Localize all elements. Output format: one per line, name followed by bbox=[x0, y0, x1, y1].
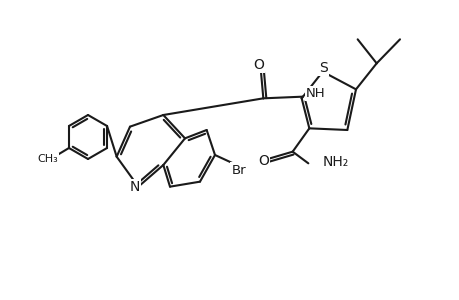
Text: S: S bbox=[319, 61, 327, 75]
Text: N: N bbox=[129, 180, 139, 194]
Text: O: O bbox=[257, 154, 269, 168]
Text: O: O bbox=[252, 58, 263, 72]
Text: CH₃: CH₃ bbox=[38, 154, 58, 164]
Text: Br: Br bbox=[231, 164, 246, 176]
Text: NH: NH bbox=[305, 87, 325, 100]
Text: NH₂: NH₂ bbox=[322, 155, 348, 169]
